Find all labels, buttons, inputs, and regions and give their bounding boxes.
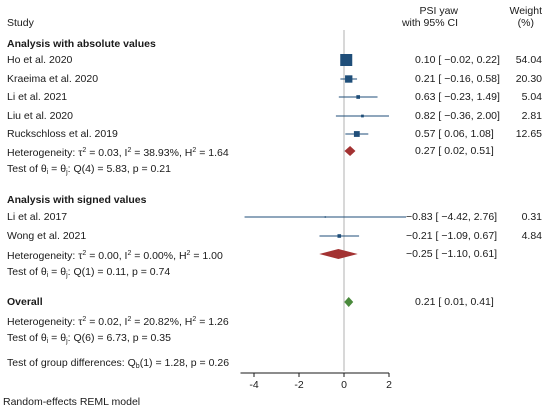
ci-text: −0.21 [ −1.09, 0.67] — [406, 230, 498, 242]
group-diamond — [319, 249, 358, 259]
group-diamond — [344, 146, 356, 156]
pooled-ci-text: −0.25 [ −1.10, 0.61] — [406, 248, 498, 260]
footnote: Random-effects REML model — [3, 396, 141, 408]
weight-text: 2.81 — [521, 110, 542, 122]
heterogeneity-text: Heterogeneity: τ2 = 0.00, I2 = 0.00%, H2… — [7, 250, 223, 262]
group-title: Analysis with absolute values — [7, 38, 156, 50]
header-effect-line1: PSI yaw — [419, 5, 458, 17]
study-name: Ruckschloss et al. 2019 — [7, 128, 118, 140]
ci-text: −0.83 [ −4.42, 2.76] — [406, 211, 498, 223]
test-text: Test of θi = θj: Q(6) = 6.73, p = 0.35 — [7, 332, 171, 345]
study-name: Ho et al. 2020 — [7, 54, 73, 66]
weight-text: 12.65 — [515, 128, 542, 140]
ci-text: 0.21 [ −0.16, 0.58] — [415, 73, 500, 85]
x-tick-label: -4 — [249, 379, 258, 391]
weight-text: 54.04 — [515, 54, 542, 66]
x-tick-label: 2 — [386, 379, 392, 391]
test-text: Test of θi = θj: Q(1) = 0.11, p = 0.74 — [7, 266, 171, 279]
study-name: Li et al. 2017 — [7, 211, 68, 223]
header-weight-line1: Weight — [509, 5, 543, 17]
plot-marks: -4 -2 0 2 — [240, 30, 407, 391]
overall-title: Overall — [7, 296, 43, 308]
study-name: Wong et al. 2021 — [7, 230, 87, 242]
ci-text: 0.10 [ −0.02, 0.22] — [415, 54, 500, 66]
weight-text: 20.30 — [515, 73, 542, 85]
group-difference-test: Test of group differences: Qb(1) = 1.28,… — [7, 357, 230, 370]
header-weight-line2: (%) — [517, 17, 534, 29]
test-text: Test of θi = θj: Q(4) = 5.83, p = 0.21 — [7, 163, 171, 176]
header-effect-line2: with 95% CI — [401, 17, 458, 29]
group-title: Analysis with signed values — [7, 194, 147, 206]
ci-text: 0.82 [ −0.36, 2.00] — [415, 110, 500, 122]
weight-text: 5.04 — [521, 91, 542, 103]
weight-text: 4.84 — [521, 230, 542, 242]
overall-diamond — [344, 297, 354, 307]
study-marker — [353, 131, 360, 137]
ci-text: 0.57 [ 0.06, 1.08] — [415, 128, 494, 140]
study-name: Liu et al. 2020 — [7, 110, 73, 122]
study-name: Li et al. 2021 — [7, 91, 68, 103]
x-tick-label: 0 — [341, 379, 347, 391]
overall-ci-text: 0.21 [ 0.01, 0.41] — [415, 296, 494, 308]
study-marker — [324, 216, 327, 218]
weight-text: 0.31 — [521, 211, 542, 223]
study-marker — [337, 234, 342, 238]
study-marker — [340, 54, 353, 66]
header-study: Study — [7, 17, 34, 29]
pooled-ci-text: 0.27 [ 0.02, 0.51] — [415, 145, 494, 157]
study-marker — [361, 114, 364, 118]
study-marker — [356, 95, 361, 99]
heterogeneity-text: Heterogeneity: τ2 = 0.03, I2 = 38.93%, H… — [7, 147, 229, 159]
study-marker — [345, 75, 353, 83]
study-name: Kraeima et al. 2020 — [7, 73, 99, 85]
ci-text: 0.63 [ −0.23, 1.49] — [415, 91, 500, 103]
x-tick-label: -2 — [294, 379, 303, 391]
heterogeneity-text: Heterogeneity: τ2 = 0.02, I2 = 20.82%, H… — [7, 316, 229, 328]
